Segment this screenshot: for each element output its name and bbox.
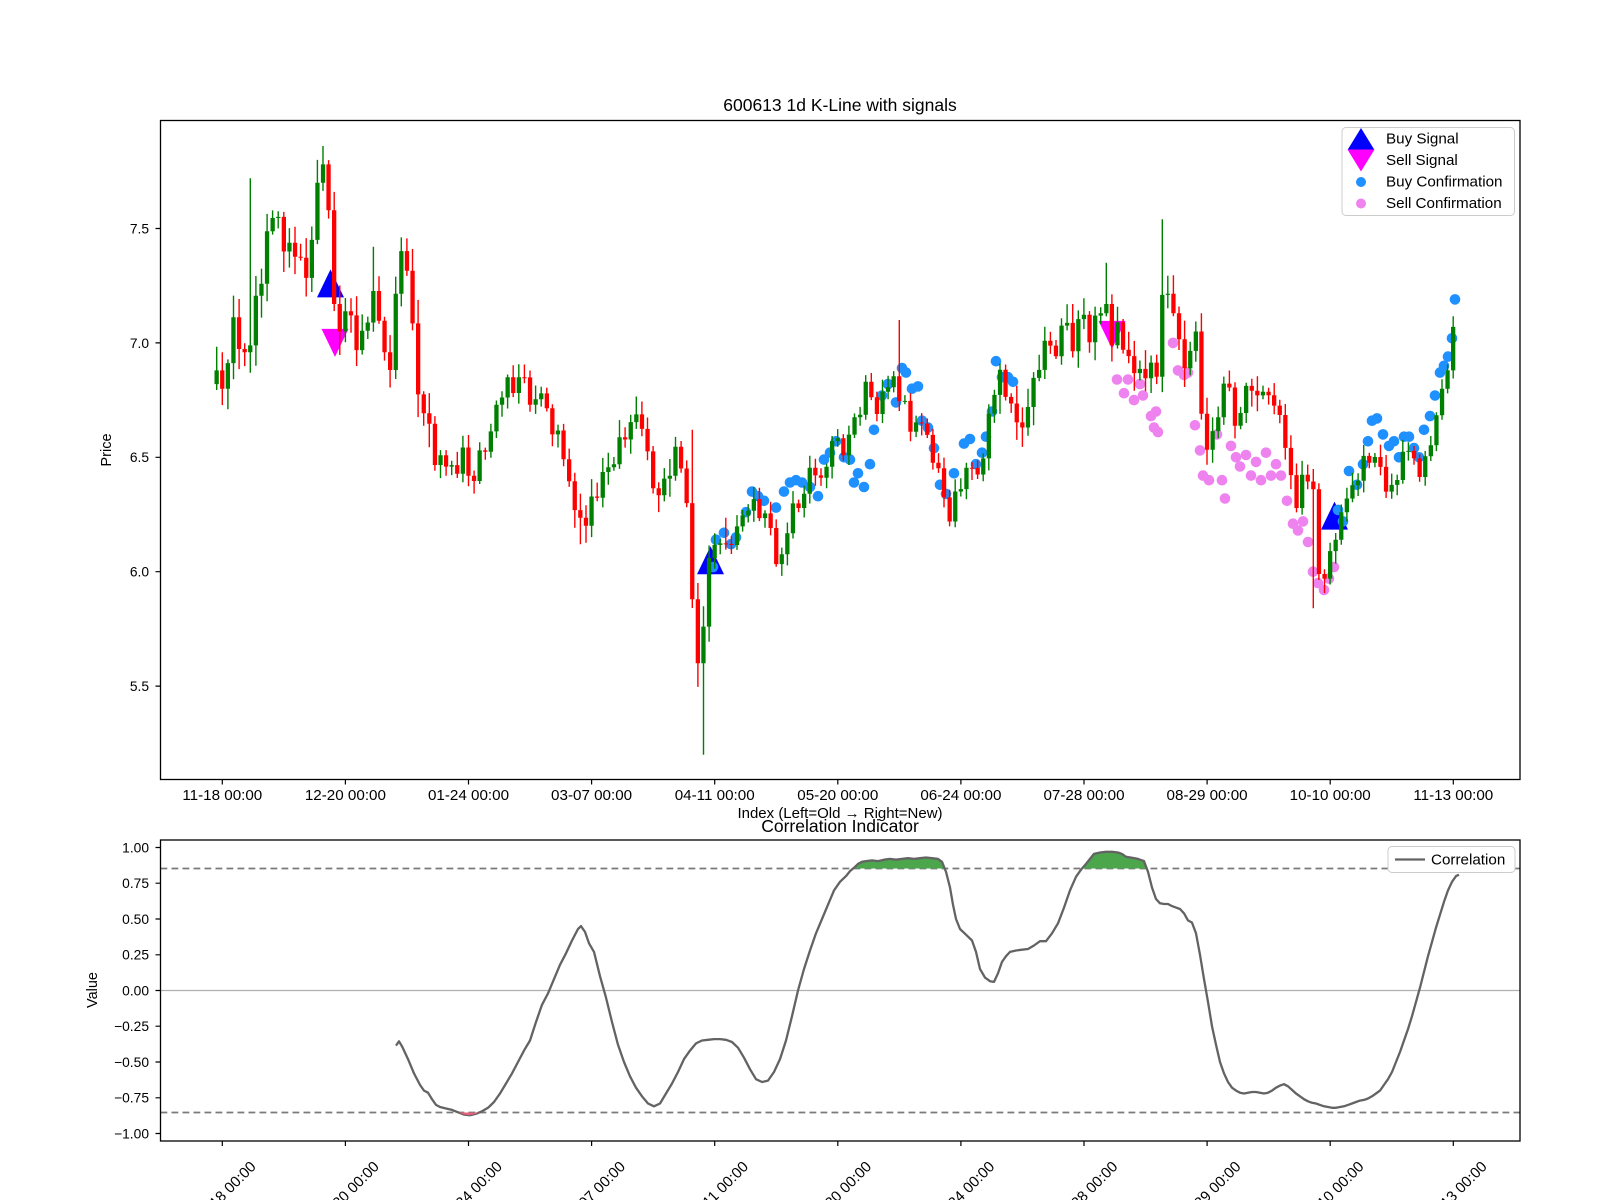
svg-text:12-20 00:00: 12-20 00:00 (305, 787, 386, 804)
svg-text:−0.75: −0.75 (114, 1091, 149, 1106)
svg-text:5.5: 5.5 (130, 679, 150, 694)
svg-text:07-28 00:00: 07-28 00:00 (1043, 787, 1124, 804)
svg-text:−1.00: −1.00 (114, 1126, 149, 1141)
svg-text:11-18 00:00: 11-18 00:00 (182, 787, 262, 804)
svg-text:Value: Value (85, 972, 101, 1008)
svg-text:Buy Confirmation: Buy Confirmation (1386, 174, 1503, 191)
svg-text:7.5: 7.5 (130, 221, 150, 236)
svg-text:Correlation: Correlation (1431, 852, 1505, 869)
svg-text:−0.25: −0.25 (114, 1019, 149, 1034)
svg-text:Price: Price (99, 433, 115, 466)
svg-text:Sell Confirmation: Sell Confirmation (1386, 195, 1502, 212)
svg-text:08-29 00:00: 08-29 00:00 (1167, 787, 1248, 804)
svg-text:Correlation Indicator: Correlation Indicator (761, 816, 919, 836)
svg-text:05-20 00:00: 05-20 00:00 (797, 787, 878, 804)
svg-text:6.0: 6.0 (130, 565, 150, 580)
svg-text:01-24 00:00: 01-24 00:00 (428, 787, 509, 804)
svg-text:7.0: 7.0 (130, 336, 150, 351)
svg-text:0.25: 0.25 (122, 948, 149, 963)
svg-text:0.75: 0.75 (122, 876, 149, 891)
svg-text:Buy Signal: Buy Signal (1386, 131, 1459, 148)
svg-text:6.5: 6.5 (130, 450, 150, 465)
svg-text:0.00: 0.00 (122, 983, 149, 998)
svg-text:Index (Left=Old → Right=New): Index (Left=Old → Right=New) (737, 805, 942, 822)
svg-text:0.50: 0.50 (122, 912, 149, 927)
svg-text:−0.50: −0.50 (114, 1055, 149, 1070)
svg-text:600613 1d K-Line with signals: 600613 1d K-Line with signals (723, 95, 957, 115)
svg-text:10-10 00:00: 10-10 00:00 (1290, 787, 1371, 804)
svg-text:Sell Signal: Sell Signal (1386, 152, 1458, 169)
svg-text:06-24 00:00: 06-24 00:00 (920, 787, 1001, 804)
svg-text:11-13 00:00: 11-13 00:00 (1413, 787, 1493, 804)
svg-text:04-11 00:00: 04-11 00:00 (675, 787, 755, 804)
svg-text:03-07 00:00: 03-07 00:00 (551, 787, 632, 804)
svg-text:1.00: 1.00 (122, 840, 149, 855)
